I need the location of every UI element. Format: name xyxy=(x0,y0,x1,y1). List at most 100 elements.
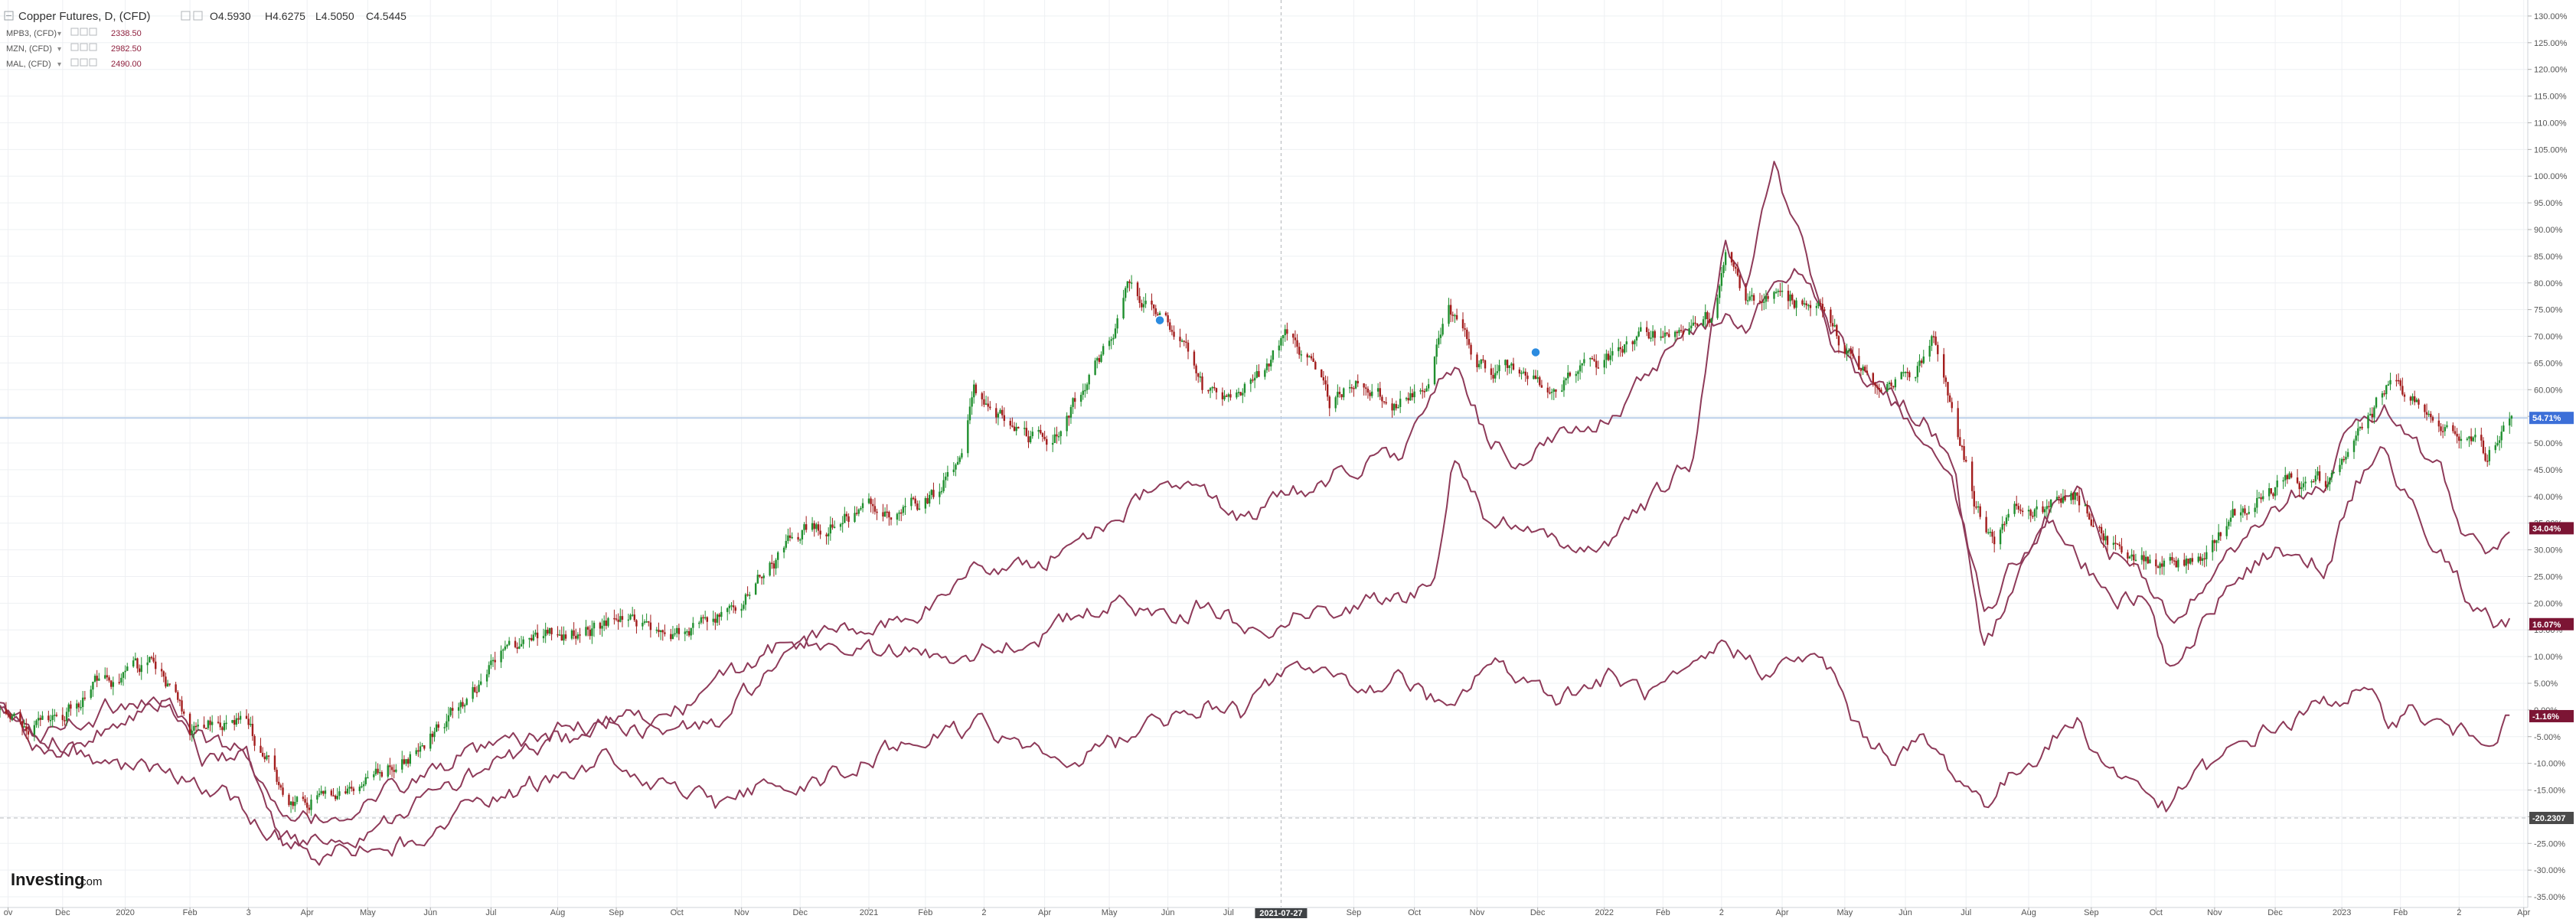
candle-body[interactable] xyxy=(1253,377,1256,381)
candle-body[interactable] xyxy=(1454,314,1456,317)
candle-body[interactable] xyxy=(2175,560,2177,568)
candle-body[interactable] xyxy=(819,530,821,535)
candle-body[interactable] xyxy=(1029,436,1032,443)
candle-body[interactable] xyxy=(344,791,347,793)
candle-body[interactable] xyxy=(716,614,719,623)
candle-body[interactable] xyxy=(2441,431,2444,432)
candle-body[interactable] xyxy=(1761,301,1763,303)
candle-body[interactable] xyxy=(1650,337,1652,339)
candle-body[interactable] xyxy=(1989,531,1992,533)
candle-body[interactable] xyxy=(165,676,167,687)
candle-body[interactable] xyxy=(1069,406,1073,418)
candle-body[interactable] xyxy=(2225,526,2228,536)
candle-body[interactable] xyxy=(1888,382,1891,384)
candle-body[interactable] xyxy=(1555,389,1557,392)
candle-body[interactable] xyxy=(1292,334,1295,338)
candle-body[interactable] xyxy=(860,508,862,510)
candle-body[interactable] xyxy=(1618,347,1620,351)
candle-body[interactable] xyxy=(2156,566,2160,569)
candle-body[interactable] xyxy=(251,724,254,736)
candle-body[interactable] xyxy=(2001,523,2003,530)
candle-body[interactable] xyxy=(728,605,731,608)
candle-body[interactable] xyxy=(1249,380,1252,384)
candle-body[interactable] xyxy=(1963,446,1965,460)
candle-body[interactable] xyxy=(706,617,709,622)
candle-body[interactable] xyxy=(2326,484,2329,487)
candle-body[interactable] xyxy=(2371,413,2373,418)
candle-body[interactable] xyxy=(1041,433,1044,437)
candle-body[interactable] xyxy=(2300,487,2303,490)
candle-body[interactable] xyxy=(231,720,233,723)
candle-body[interactable] xyxy=(2016,503,2018,507)
candle-body[interactable] xyxy=(1056,434,1058,437)
candle-body[interactable] xyxy=(295,797,299,802)
candle-body[interactable] xyxy=(1678,330,1680,334)
candle-body[interactable] xyxy=(942,480,945,491)
candle-body[interactable] xyxy=(1286,329,1288,334)
candle-body[interactable] xyxy=(405,759,407,764)
candle-body[interactable] xyxy=(1353,387,1355,389)
candle-body[interactable] xyxy=(1765,296,1768,302)
candle-body[interactable] xyxy=(2498,440,2501,443)
candle-body[interactable] xyxy=(1746,300,1749,301)
candle-body[interactable] xyxy=(702,617,704,619)
candle-body[interactable] xyxy=(1781,290,1784,292)
candle-body[interactable] xyxy=(890,517,893,520)
candle-body[interactable] xyxy=(2298,483,2300,490)
candle-body[interactable] xyxy=(1376,388,1379,392)
candle-body[interactable] xyxy=(1692,322,1695,326)
candle-body[interactable] xyxy=(932,490,935,497)
candle-body[interactable] xyxy=(586,627,589,630)
candle-body[interactable] xyxy=(560,634,563,641)
candle-body[interactable] xyxy=(2486,461,2489,462)
candle-body[interactable] xyxy=(462,702,464,707)
candle-body[interactable] xyxy=(983,399,985,405)
candle-body[interactable] xyxy=(732,605,735,608)
candle-body[interactable] xyxy=(1878,387,1880,390)
candle-body[interactable] xyxy=(912,497,915,500)
candle-body[interactable] xyxy=(1583,359,1585,363)
candle-body[interactable] xyxy=(1666,332,1668,334)
candle-body[interactable] xyxy=(2213,540,2216,543)
candle-body[interactable] xyxy=(488,665,490,675)
candle-body[interactable] xyxy=(2415,399,2418,402)
candle-body[interactable] xyxy=(452,708,454,711)
candle-body[interactable] xyxy=(2159,563,2161,569)
candle-body[interactable] xyxy=(975,384,978,393)
candle-body[interactable] xyxy=(1096,357,1099,361)
candle-body[interactable] xyxy=(924,498,927,509)
candle-body[interactable] xyxy=(310,799,312,810)
candle-body[interactable] xyxy=(1817,303,1820,306)
candle-body[interactable] xyxy=(645,621,648,623)
candle-body[interactable] xyxy=(2444,427,2446,432)
candle-body[interactable] xyxy=(1805,303,1807,306)
candle-body[interactable] xyxy=(1526,375,1529,380)
candle-body[interactable] xyxy=(1745,288,1747,301)
candle-body[interactable] xyxy=(564,634,567,639)
eye-icon[interactable] xyxy=(70,43,79,51)
candle-body[interactable] xyxy=(302,797,305,800)
candle-body[interactable] xyxy=(395,769,397,772)
candle-body[interactable] xyxy=(2333,471,2335,474)
candle-body[interactable] xyxy=(429,733,432,749)
candle-body[interactable] xyxy=(1779,291,1781,292)
candle-body[interactable] xyxy=(1193,351,1196,366)
candle-body[interactable] xyxy=(282,787,284,795)
x-axis[interactable]: ov Dec 2020 Feb 3 Apr May Jun Jul Aug Sep Oct Nov Dec… xyxy=(4,907,2531,918)
candle-body[interactable] xyxy=(55,715,58,716)
candle-body[interactable] xyxy=(472,687,474,699)
candle-body[interactable] xyxy=(2503,425,2505,432)
candle-body[interactable] xyxy=(855,513,858,514)
candle-body[interactable] xyxy=(463,705,466,707)
candle-body[interactable] xyxy=(1409,393,1412,401)
candle-body[interactable] xyxy=(239,715,242,720)
candle-body[interactable] xyxy=(2042,506,2044,513)
candle-body[interactable] xyxy=(847,516,850,523)
candle-body[interactable] xyxy=(1498,365,1500,372)
candle-body[interactable] xyxy=(1280,338,1282,346)
candle-body[interactable] xyxy=(2482,440,2485,454)
candle-body[interactable] xyxy=(1152,305,1155,309)
candle-body[interactable] xyxy=(82,697,84,708)
candle-body[interactable] xyxy=(1258,371,1260,377)
candle-body[interactable] xyxy=(1506,360,1509,368)
